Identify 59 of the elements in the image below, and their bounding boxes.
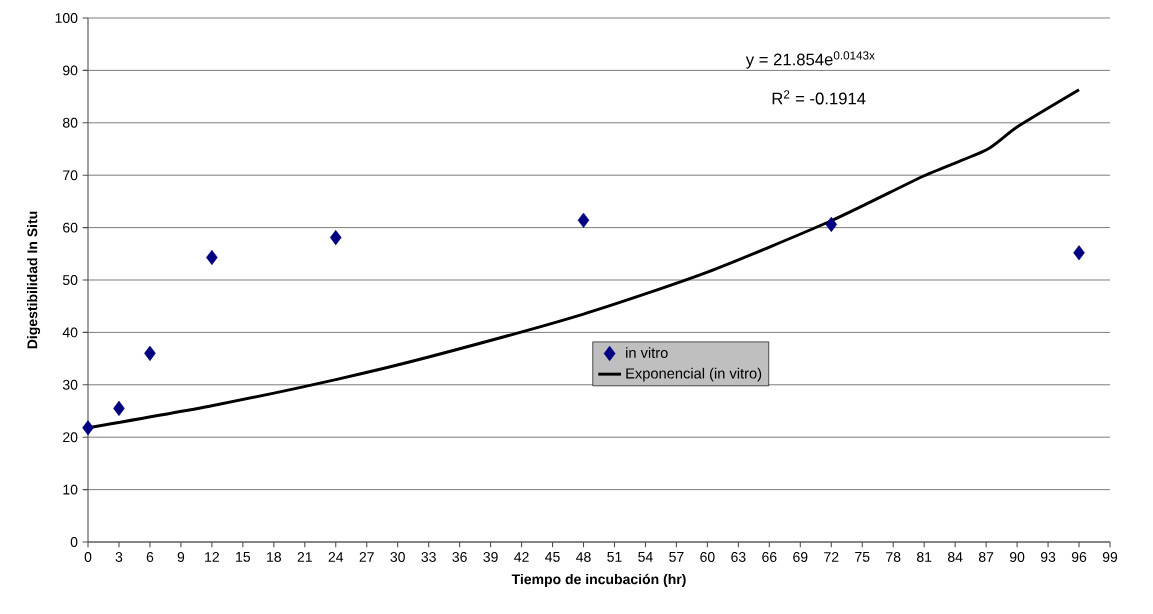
x-tick-label: 90 <box>1009 552 1025 562</box>
x-tick-label: 21 <box>297 552 312 562</box>
x-tick-label: 75 <box>855 552 870 562</box>
y-tick-label: 0 <box>70 537 78 547</box>
x-tick-label: 36 <box>452 552 467 562</box>
x-tick-label: 93 <box>1040 552 1056 562</box>
legend-label: Exponencial (in vitro) <box>626 367 762 382</box>
x-tick-label: 48 <box>576 552 591 562</box>
y-tick-label: 70 <box>63 170 78 181</box>
x-tick-label: 57 <box>669 552 684 562</box>
y-tick-label: 50 <box>62 275 78 285</box>
x-tick-label: 45 <box>545 552 560 562</box>
x-axis-title: Tiempo de incubación (hr) <box>511 573 686 587</box>
legend-label: in vitro <box>626 347 668 358</box>
x-tick-label: 27 <box>359 552 374 562</box>
x-tick-label: 42 <box>514 552 529 562</box>
x-tick-label: 63 <box>731 552 746 562</box>
point <box>1073 245 1085 261</box>
x-tick-label: 87 <box>978 552 994 562</box>
point <box>82 420 94 436</box>
x-tick-label: 84 <box>947 552 963 562</box>
x-tick-label: 15 <box>236 552 251 562</box>
x-tick-label: 12 <box>205 552 219 562</box>
x-tick-label: 3 <box>115 552 123 562</box>
x-tick-label: 24 <box>328 552 344 562</box>
x-tick-label: 33 <box>421 552 436 562</box>
point <box>206 249 218 266</box>
point <box>144 345 156 361</box>
y-tick-label: 10 <box>63 484 78 495</box>
x-tick-label: 9 <box>177 552 185 562</box>
x-tick-label: 69 <box>793 552 808 562</box>
annotation: y = 21.854e$^{0.0143x}$ <box>745 51 875 69</box>
y-tick-label: 100 <box>55 13 78 23</box>
y-tick-label: 40 <box>62 327 78 338</box>
point <box>577 212 590 228</box>
x-tick-label: 54 <box>638 552 653 562</box>
point <box>329 229 342 246</box>
y-tick-label: 20 <box>63 432 78 443</box>
x-tick-label: 72 <box>824 552 839 562</box>
y-tick-label: 80 <box>62 117 78 128</box>
point <box>825 216 838 233</box>
y-tick-label: 60 <box>63 222 78 233</box>
annotation: R$^{2}$ = -0.1914 <box>772 90 866 105</box>
y-tick-label: 90 <box>63 65 78 76</box>
x-tick-label: 81 <box>917 552 932 562</box>
x-tick-label: 60 <box>700 552 715 562</box>
x-tick-label: 66 <box>762 552 777 562</box>
x-tick-label: 6 <box>146 552 154 562</box>
x-tick-label: 0 <box>84 552 92 562</box>
x-tick-label: 78 <box>886 552 901 562</box>
x-tick-label: 96 <box>1071 552 1087 562</box>
x-tick-label: 39 <box>483 552 498 562</box>
point <box>113 400 125 416</box>
y-tick-label: 30 <box>62 379 78 390</box>
y-axis-title: Digestibilidad In Situ <box>27 211 41 349</box>
x-tick-label: 51 <box>607 552 622 562</box>
x-tick-label: 99 <box>1102 552 1118 562</box>
x-tick-label: 18 <box>267 552 281 562</box>
x-tick-label: 30 <box>390 552 405 562</box>
